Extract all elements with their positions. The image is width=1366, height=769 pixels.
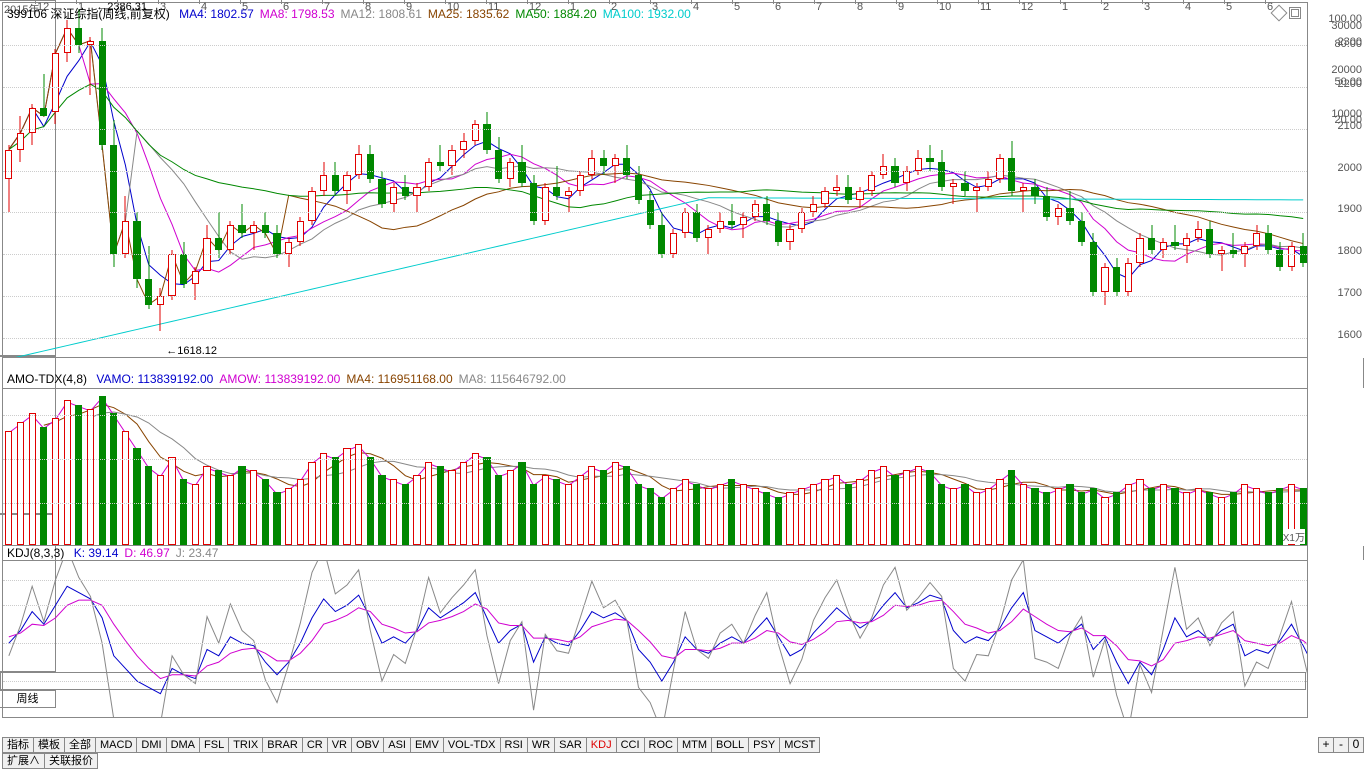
indicator-tab-DMI[interactable]: DMI xyxy=(136,737,166,753)
indicator-tab-CR[interactable]: CR xyxy=(302,737,328,753)
indicator-tab-MACD[interactable]: MACD xyxy=(95,737,137,753)
indicator-tab-模板[interactable]: 模板 xyxy=(33,737,65,753)
kdj-header-row: KDJ(8,3,3) K: 39.14D: 46.97J: 23.47 xyxy=(2,546,1308,560)
bottom-tab[interactable]: 关联报价 xyxy=(44,753,98,769)
indicator-tab-WR[interactable]: WR xyxy=(527,737,555,753)
indicator-tab-BOLL[interactable]: BOLL xyxy=(711,737,749,753)
indicator-tab-ROC[interactable]: ROC xyxy=(644,737,678,753)
indicator-tab-MCST[interactable]: MCST xyxy=(779,737,820,753)
bottom-tabs: 扩展∧关联报价 xyxy=(2,753,97,769)
zoom-buttons: +-0 xyxy=(1319,737,1364,753)
indicator-tab-BRAR[interactable]: BRAR xyxy=(262,737,303,753)
indicator-tab-EMV[interactable]: EMV xyxy=(410,737,444,753)
indicator-tab-VR[interactable]: VR xyxy=(327,737,352,753)
bottom-tab[interactable]: 扩展∧ xyxy=(2,753,45,769)
candlestick-pane[interactable]: 399106 深证综指(周线,前复权) MA4: 1802.57MA8: 179… xyxy=(2,2,1308,358)
indicator-tab-FSL[interactable]: FSL xyxy=(199,737,229,753)
zoom-out-button[interactable]: - xyxy=(1333,737,1349,753)
volume-header-row: AMO-TDX(4,8) VAMO: 113839192.00AMOW: 113… xyxy=(2,358,1308,388)
indicator-tab-VOL-TDX[interactable]: VOL-TDX xyxy=(443,737,501,753)
chart-header: 399106 深证综指(周线,前复权) MA4: 1802.57MA8: 179… xyxy=(7,5,691,22)
indicator-tabs: 指标模板全部MACDDMIDMAFSLTRIXBRARCRVROBVASIEMV… xyxy=(2,737,1364,753)
volume-unit-label: X1万 xyxy=(1283,529,1305,544)
indicator-tab-SAR[interactable]: SAR xyxy=(554,737,587,753)
indicator-tab-DMA[interactable]: DMA xyxy=(166,737,200,753)
indicator-tab-ASI[interactable]: ASI xyxy=(383,737,411,753)
indicator-tab-PSY[interactable]: PSY xyxy=(748,737,780,753)
kdj-pane[interactable] xyxy=(2,560,1308,718)
indicator-tab-全部[interactable]: 全部 xyxy=(64,737,96,753)
indicator-tab-RSI[interactable]: RSI xyxy=(500,737,528,753)
indicator-tab-MTM[interactable]: MTM xyxy=(677,737,712,753)
indicator-tab-指标[interactable]: 指标 xyxy=(2,737,34,753)
volume-pane[interactable]: X1万 xyxy=(2,388,1308,546)
zoom-in-button[interactable]: + xyxy=(1318,737,1334,753)
indicator-tab-TRIX[interactable]: TRIX xyxy=(228,737,263,753)
indicator-tab-KDJ[interactable]: KDJ xyxy=(586,737,617,753)
indicator-tab-CCI[interactable]: CCI xyxy=(616,737,645,753)
zoom-reset-button[interactable]: 0 xyxy=(1348,737,1364,753)
indicator-tab-OBV[interactable]: OBV xyxy=(351,737,384,753)
